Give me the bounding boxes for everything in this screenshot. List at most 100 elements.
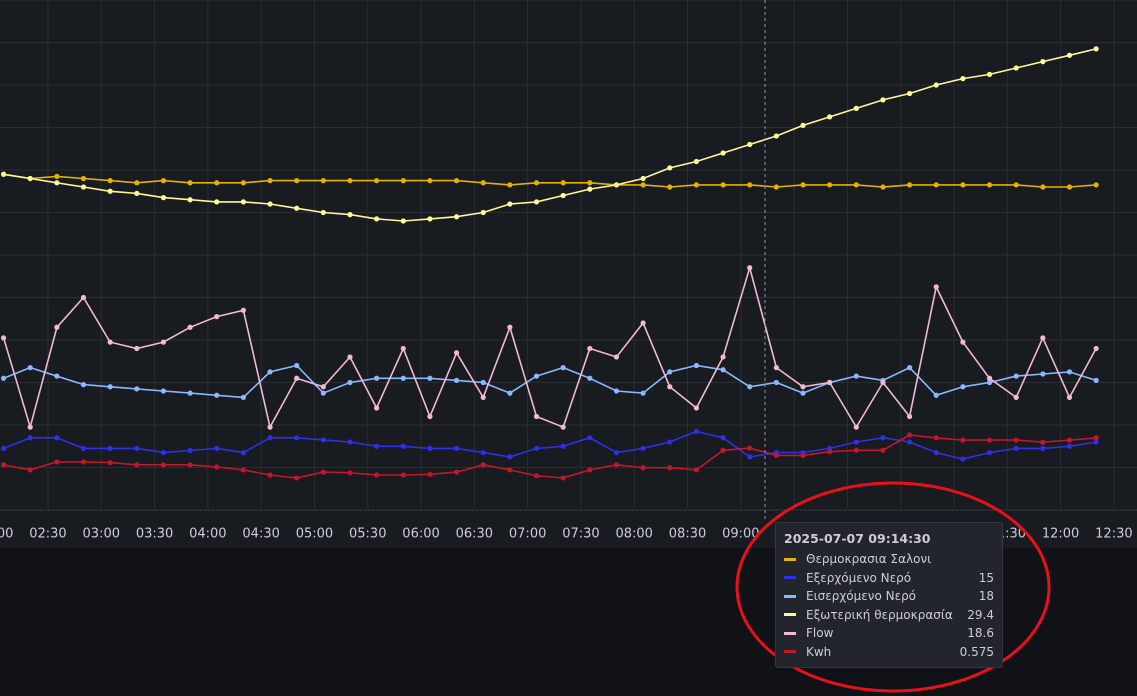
annotation-circle xyxy=(735,481,1051,693)
data-point xyxy=(986,375,993,381)
data-point xyxy=(933,82,939,88)
data-point xyxy=(134,445,140,451)
data-point xyxy=(773,184,779,190)
data-point xyxy=(480,180,486,186)
data-point xyxy=(693,158,700,165)
data-point xyxy=(54,459,60,465)
data-point xyxy=(374,472,380,478)
series-line xyxy=(3,364,1097,399)
data-point xyxy=(533,373,540,379)
data-point xyxy=(107,445,113,451)
data-point xyxy=(1013,445,1019,451)
data-point xyxy=(134,190,140,196)
data-point xyxy=(640,390,646,396)
data-point xyxy=(1013,394,1019,400)
data-point xyxy=(667,369,673,375)
data-point xyxy=(134,462,140,468)
data-point xyxy=(347,470,353,476)
data-point xyxy=(933,450,939,456)
data-point xyxy=(560,180,566,186)
data-point xyxy=(214,314,220,320)
tooltip-title: 2025-07-07 09:14:30 xyxy=(784,531,931,546)
data-point xyxy=(667,184,673,190)
data-point xyxy=(747,265,753,271)
data-point xyxy=(747,141,753,148)
data-point xyxy=(693,362,700,369)
data-point xyxy=(933,435,939,441)
data-point xyxy=(294,435,300,441)
data-point xyxy=(507,467,513,473)
data-point xyxy=(853,373,859,379)
data-point xyxy=(986,379,993,386)
data-point xyxy=(267,424,273,430)
data-point xyxy=(267,435,273,441)
data-point xyxy=(0,445,7,451)
data-point xyxy=(640,465,646,471)
data-point xyxy=(453,214,460,220)
data-point xyxy=(773,452,779,458)
data-point xyxy=(294,178,300,184)
legend-swatch xyxy=(784,650,796,654)
data-point xyxy=(827,449,833,455)
data-point xyxy=(960,384,966,390)
data-point xyxy=(374,443,380,449)
data-point xyxy=(907,439,913,445)
data-point xyxy=(160,450,167,456)
x-tick-label: 02:00 xyxy=(0,527,13,542)
data-point xyxy=(400,443,406,449)
data-point xyxy=(720,354,726,360)
data-point xyxy=(1066,437,1073,443)
x-tick-label: 12:00 xyxy=(1042,527,1079,542)
x-tick-label: 02:30 xyxy=(29,527,66,542)
tooltip: 2025-07-07 09:14:30 Θερμοκρασια Σαλονι Εξ… xyxy=(775,522,1003,668)
data-point xyxy=(1040,439,1046,445)
x-tick-label: 06:00 xyxy=(402,527,439,542)
data-point xyxy=(27,467,33,473)
data-point xyxy=(427,471,433,477)
data-point xyxy=(800,182,806,188)
data-point xyxy=(214,392,220,398)
data-point xyxy=(320,209,326,216)
data-point xyxy=(453,469,460,475)
data-point xyxy=(80,175,87,182)
data-point xyxy=(320,469,326,475)
data-point xyxy=(773,365,779,371)
data-point xyxy=(720,367,726,373)
data-point xyxy=(747,445,753,451)
x-tick-label: 12:30 xyxy=(1095,527,1132,542)
data-point xyxy=(667,384,673,390)
data-point xyxy=(400,472,406,478)
data-point xyxy=(1040,184,1046,190)
data-point xyxy=(240,307,246,313)
legend-label: Kwh xyxy=(806,644,832,659)
data-point xyxy=(107,460,113,466)
data-point xyxy=(27,435,33,441)
data-point xyxy=(54,373,60,379)
data-point xyxy=(400,218,406,224)
data-point xyxy=(214,464,220,470)
data-point xyxy=(907,182,913,188)
x-tick-label: 04:30 xyxy=(242,527,279,542)
data-point xyxy=(640,445,646,451)
data-point xyxy=(507,182,513,188)
series-line xyxy=(2,264,1097,431)
tooltip-value: 15 xyxy=(978,570,994,585)
data-point xyxy=(720,150,726,156)
data-point xyxy=(240,467,246,473)
data-point xyxy=(587,186,593,192)
data-point xyxy=(107,188,113,194)
data-point xyxy=(347,439,353,445)
series-line xyxy=(3,48,1097,222)
legend-swatch xyxy=(784,594,796,598)
data-point xyxy=(427,216,433,222)
x-tick-label: 07:00 xyxy=(509,527,546,542)
x-tick-label: 04:00 xyxy=(189,527,226,542)
data-point xyxy=(507,324,513,330)
data-point xyxy=(1040,445,1046,451)
data-point xyxy=(267,178,273,184)
tooltip-row: Θερμοκρασια Σαλονι xyxy=(784,550,994,569)
data-point xyxy=(800,390,806,396)
data-point xyxy=(214,180,220,186)
data-point xyxy=(1093,46,1099,52)
